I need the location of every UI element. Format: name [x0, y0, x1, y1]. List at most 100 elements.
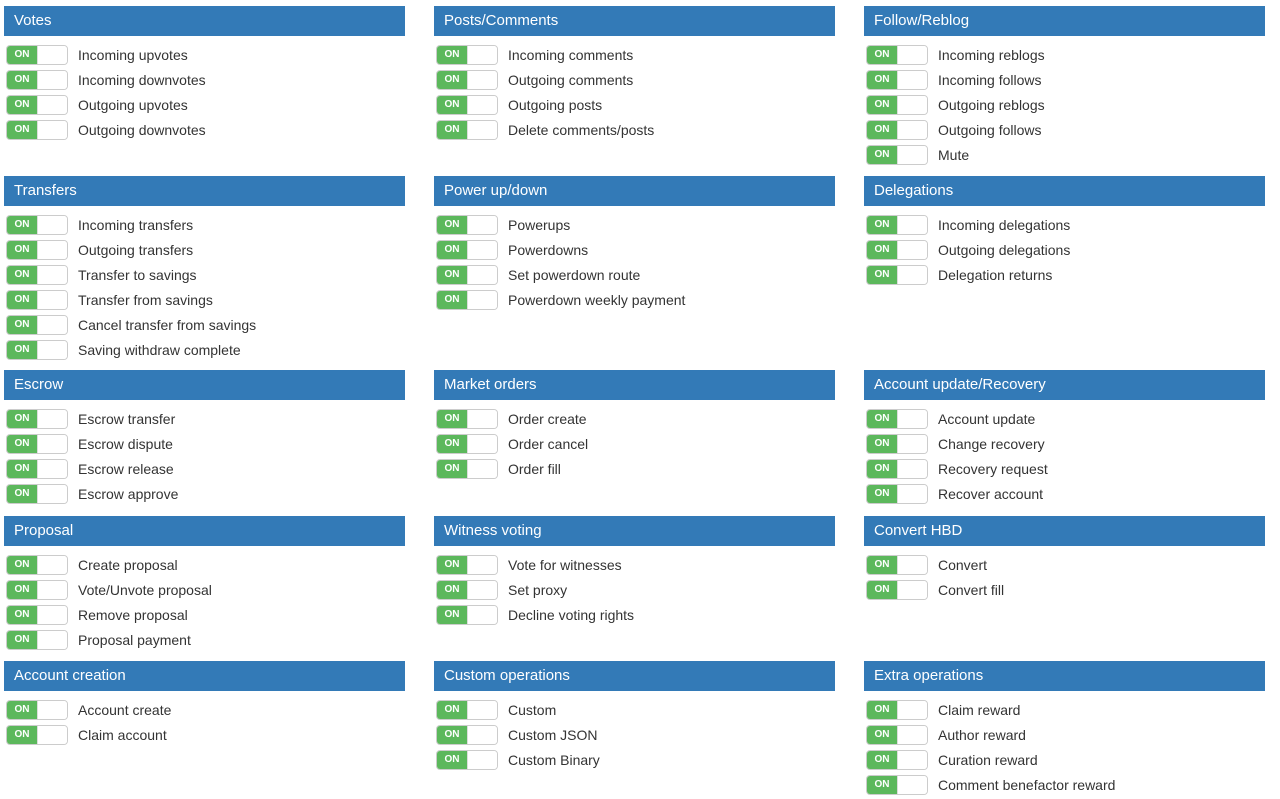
switch-handle[interactable]	[467, 459, 497, 478]
toggle-switch[interactable]: ON	[6, 119, 68, 140]
toggle-switch[interactable]: ON	[436, 724, 498, 745]
switch-handle[interactable]	[897, 775, 927, 794]
switch-handle[interactable]	[37, 555, 67, 574]
switch-handle[interactable]	[897, 70, 927, 89]
toggle-switch[interactable]: ON	[6, 214, 68, 235]
toggle-switch[interactable]: ON	[6, 458, 68, 479]
toggle-switch[interactable]: ON	[866, 458, 928, 479]
toggle-switch[interactable]: ON	[6, 604, 68, 625]
switch-handle[interactable]	[467, 265, 497, 284]
toggle-switch[interactable]: ON	[866, 44, 928, 65]
toggle-switch[interactable]: ON	[866, 724, 928, 745]
switch-handle[interactable]	[467, 750, 497, 769]
toggle-switch[interactable]: ON	[866, 699, 928, 720]
toggle-switch[interactable]: ON	[436, 44, 498, 65]
toggle-switch[interactable]: ON	[866, 214, 928, 235]
switch-handle[interactable]	[897, 580, 927, 599]
toggle-switch[interactable]: ON	[6, 289, 68, 310]
switch-handle[interactable]	[897, 120, 927, 139]
toggle-switch[interactable]: ON	[6, 339, 68, 360]
switch-handle[interactable]	[467, 45, 497, 64]
toggle-switch[interactable]: ON	[436, 214, 498, 235]
switch-handle[interactable]	[37, 215, 67, 234]
switch-handle[interactable]	[467, 409, 497, 428]
toggle-switch[interactable]: ON	[866, 69, 928, 90]
switch-handle[interactable]	[467, 580, 497, 599]
toggle-switch[interactable]: ON	[436, 579, 498, 600]
switch-handle[interactable]	[37, 605, 67, 624]
toggle-switch[interactable]: ON	[436, 749, 498, 770]
switch-handle[interactable]	[467, 120, 497, 139]
toggle-switch[interactable]: ON	[866, 554, 928, 575]
switch-handle[interactable]	[37, 240, 67, 259]
switch-handle[interactable]	[467, 555, 497, 574]
toggle-switch[interactable]: ON	[6, 94, 68, 115]
toggle-switch[interactable]: ON	[436, 94, 498, 115]
switch-handle[interactable]	[37, 95, 67, 114]
switch-handle[interactable]	[897, 700, 927, 719]
toggle-switch[interactable]: ON	[6, 264, 68, 285]
switch-handle[interactable]	[37, 459, 67, 478]
switch-handle[interactable]	[37, 630, 67, 649]
switch-handle[interactable]	[897, 725, 927, 744]
switch-handle[interactable]	[37, 265, 67, 284]
switch-handle[interactable]	[897, 459, 927, 478]
switch-handle[interactable]	[37, 409, 67, 428]
switch-handle[interactable]	[467, 605, 497, 624]
switch-handle[interactable]	[37, 315, 67, 334]
toggle-switch[interactable]: ON	[6, 724, 68, 745]
switch-handle[interactable]	[467, 290, 497, 309]
switch-handle[interactable]	[897, 555, 927, 574]
switch-handle[interactable]	[467, 215, 497, 234]
switch-handle[interactable]	[897, 750, 927, 769]
switch-handle[interactable]	[37, 700, 67, 719]
toggle-switch[interactable]: ON	[6, 699, 68, 720]
toggle-switch[interactable]: ON	[436, 433, 498, 454]
toggle-switch[interactable]: ON	[436, 119, 498, 140]
switch-handle[interactable]	[37, 340, 67, 359]
toggle-switch[interactable]: ON	[866, 433, 928, 454]
toggle-switch[interactable]: ON	[866, 774, 928, 795]
toggle-switch[interactable]: ON	[6, 433, 68, 454]
switch-handle[interactable]	[37, 70, 67, 89]
toggle-switch[interactable]: ON	[6, 314, 68, 335]
toggle-switch[interactable]: ON	[866, 483, 928, 504]
toggle-switch[interactable]: ON	[866, 408, 928, 429]
toggle-switch[interactable]: ON	[6, 579, 68, 600]
toggle-switch[interactable]: ON	[6, 44, 68, 65]
toggle-switch[interactable]: ON	[866, 264, 928, 285]
toggle-switch[interactable]: ON	[866, 119, 928, 140]
toggle-switch[interactable]: ON	[436, 239, 498, 260]
switch-handle[interactable]	[467, 70, 497, 89]
switch-handle[interactable]	[37, 484, 67, 503]
toggle-switch[interactable]: ON	[436, 408, 498, 429]
switch-handle[interactable]	[467, 95, 497, 114]
toggle-switch[interactable]: ON	[436, 264, 498, 285]
toggle-switch[interactable]: ON	[866, 144, 928, 165]
toggle-switch[interactable]: ON	[436, 458, 498, 479]
toggle-switch[interactable]: ON	[436, 699, 498, 720]
toggle-switch[interactable]: ON	[436, 289, 498, 310]
switch-handle[interactable]	[897, 265, 927, 284]
toggle-switch[interactable]: ON	[6, 69, 68, 90]
toggle-switch[interactable]: ON	[436, 604, 498, 625]
toggle-switch[interactable]: ON	[436, 554, 498, 575]
toggle-switch[interactable]: ON	[866, 239, 928, 260]
switch-handle[interactable]	[897, 434, 927, 453]
switch-handle[interactable]	[467, 725, 497, 744]
switch-handle[interactable]	[897, 240, 927, 259]
toggle-switch[interactable]: ON	[866, 749, 928, 770]
switch-handle[interactable]	[467, 434, 497, 453]
switch-handle[interactable]	[37, 45, 67, 64]
switch-handle[interactable]	[467, 700, 497, 719]
switch-handle[interactable]	[897, 484, 927, 503]
toggle-switch[interactable]: ON	[6, 483, 68, 504]
switch-handle[interactable]	[897, 145, 927, 164]
toggle-switch[interactable]: ON	[6, 554, 68, 575]
toggle-switch[interactable]: ON	[6, 239, 68, 260]
switch-handle[interactable]	[897, 215, 927, 234]
switch-handle[interactable]	[37, 290, 67, 309]
toggle-switch[interactable]: ON	[6, 408, 68, 429]
toggle-switch[interactable]: ON	[866, 94, 928, 115]
switch-handle[interactable]	[897, 95, 927, 114]
